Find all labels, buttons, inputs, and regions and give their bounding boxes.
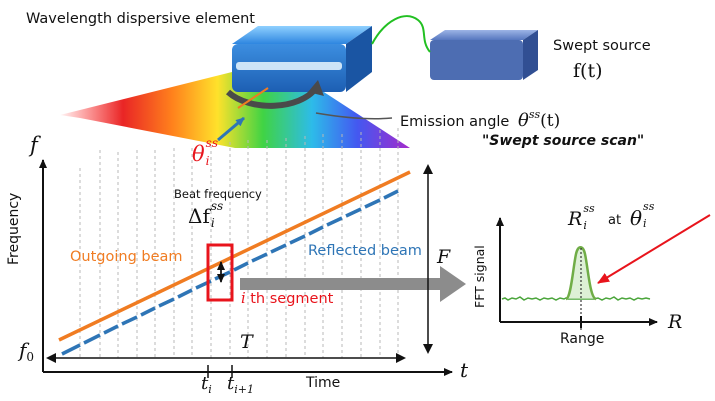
f0-main: f (19, 338, 27, 362)
R-sup: ss (583, 202, 595, 215)
R-main: R (568, 208, 583, 230)
f0-sub: 0 (26, 350, 35, 364)
fft-transfer-arrow (240, 266, 466, 302)
f0-label: f0 (19, 338, 34, 364)
emission-angle-label: Emission angle θss(t) (400, 108, 560, 131)
rainbow-emission-fan (60, 70, 410, 148)
theta2-label: θ ss i (630, 200, 659, 230)
range-label: Range (560, 331, 605, 347)
t-i1-main: t (227, 373, 235, 394)
t-i-main: t (201, 373, 209, 394)
R-axis-label: R (668, 311, 683, 333)
wavelength-element-label: Wavelength dispersive element (26, 11, 255, 27)
R-sub: i (583, 219, 587, 232)
dispersive-element-device (232, 26, 372, 92)
at-label: at (608, 213, 622, 228)
swept-source-label: Swept source (553, 38, 651, 54)
F-label: F (437, 246, 451, 268)
theta-i-sup: ss (205, 136, 218, 150)
swept-source-scan-label: "Swept source scan" (482, 133, 645, 149)
rotation-arrow-icon (225, 86, 319, 109)
red-pointer-arrow (597, 214, 711, 284)
beat-frequency-label: Beat frequency (174, 187, 262, 201)
outgoing-beam-label: Outgoing beam (70, 249, 183, 265)
frequency-label: Frequency (6, 192, 22, 265)
f-axis-label: f (30, 133, 38, 157)
outgoing-beam-line (58, 170, 411, 342)
time-label: Time (306, 375, 341, 391)
optical-fiber (371, 15, 431, 53)
swept-source-function: f(t) (573, 60, 603, 82)
t-i1-label: ti+1 (227, 373, 254, 396)
theta-i-label: θ ss i (192, 136, 221, 168)
fft-signal-label: FFT signal (472, 245, 487, 308)
segment-highlight-box (206, 243, 234, 302)
segment-text: th segment (245, 291, 334, 307)
segment-grid-lines (79, 128, 399, 358)
t-i1-sub: i+1 (234, 383, 254, 396)
emission-angle-arg: (t) (540, 111, 561, 131)
swept-source-device (430, 30, 538, 80)
delta-f-sup: ss (210, 199, 224, 213)
theta-i-symbol: θ (192, 142, 205, 166)
T-label: T (240, 331, 253, 353)
t-axis-label: t (460, 358, 469, 382)
emission-angle-text: Emission angle (400, 114, 510, 130)
delta-f-sub: i (210, 216, 215, 230)
delta-f-label: Δf ss i (188, 199, 228, 230)
reflected-beam-label: Reflected beam (308, 243, 422, 259)
theta2-main: θ (630, 206, 643, 230)
t-i-label: ti (201, 373, 212, 396)
delta-f-symbol: Δf (188, 204, 210, 228)
segment-label: i th segment (241, 291, 333, 307)
t-i-sub: i (208, 383, 212, 396)
theta2-sub: i (643, 217, 647, 230)
segment-index: i (241, 291, 246, 307)
theta-i-sub: i (205, 154, 210, 168)
fft-noise-floor (501, 296, 651, 301)
emission-angle-sup: ss (528, 108, 541, 121)
theta2-sup: ss (643, 200, 655, 213)
emission-angle-symbol: θ (517, 110, 529, 131)
